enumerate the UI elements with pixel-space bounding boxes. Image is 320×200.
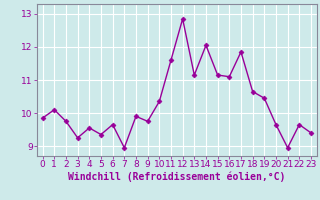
X-axis label: Windchill (Refroidissement éolien,°C): Windchill (Refroidissement éolien,°C) [68,172,285,182]
